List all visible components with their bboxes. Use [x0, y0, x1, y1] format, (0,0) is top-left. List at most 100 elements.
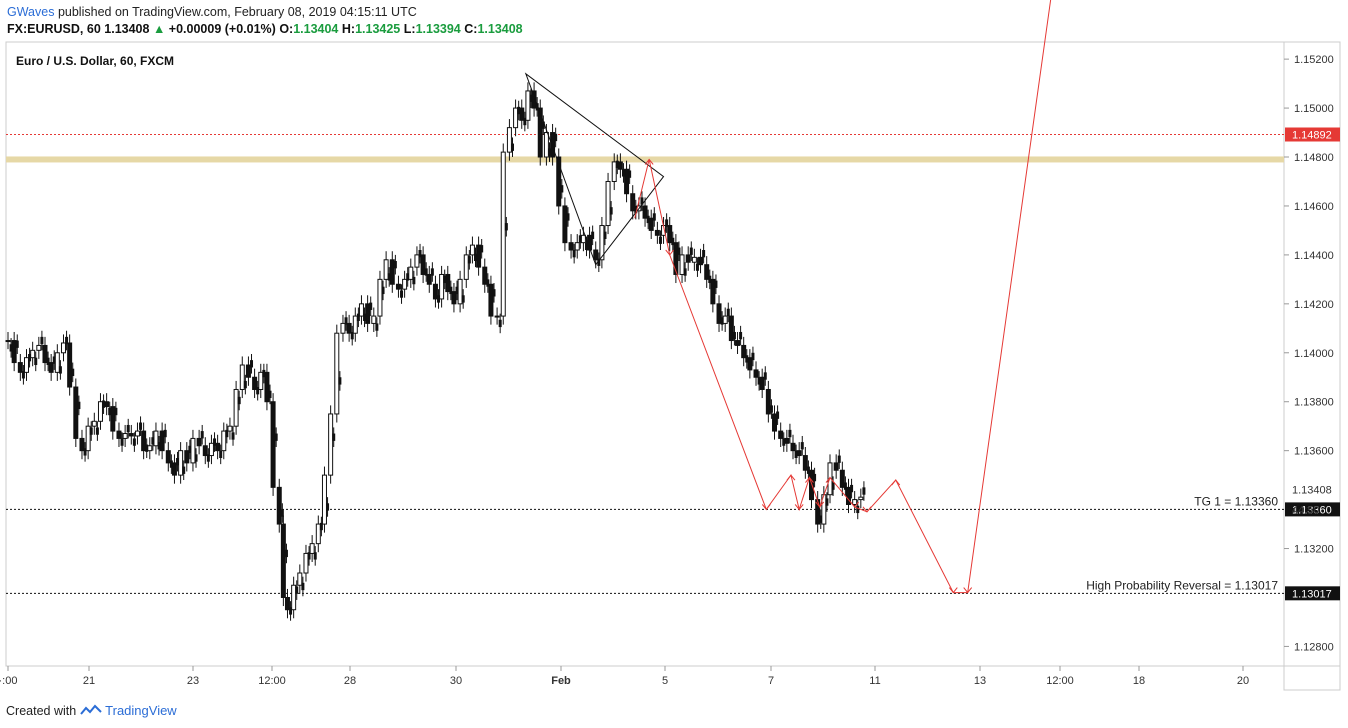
- candle-body: [387, 273, 391, 281]
- candle-body: [406, 273, 410, 281]
- x-tick-label: 28: [344, 675, 356, 687]
- candle-body: [219, 450, 223, 458]
- price-chart[interactable]: Euro / U.S. Dollar, 60, FXCM TG 1 = 1.13…: [0, 0, 1348, 700]
- candle-body: [790, 442, 796, 452]
- candle-body: [206, 454, 210, 462]
- candle-body: [147, 445, 153, 452]
- candle-body: [765, 388, 771, 415]
- candle-body: [488, 283, 494, 317]
- candle-body: [77, 401, 81, 410]
- forecast-arrowhead: [815, 501, 825, 508]
- candle-body: [313, 552, 317, 560]
- candle-body: [772, 413, 778, 432]
- candle-body: [850, 484, 854, 493]
- candle-body: [432, 283, 438, 300]
- price-axis[interactable]: 1.15200 1.15000 1.14800 1.14600 1.14400 1.142…: [1284, 54, 1334, 653]
- footer: Created with TradingView: [6, 703, 177, 718]
- candle-body: [165, 450, 171, 464]
- candle-body: [42, 344, 48, 364]
- candle-body: [402, 278, 408, 290]
- x-tick-label: Feb: [551, 675, 571, 687]
- candle-body: [95, 427, 99, 435]
- candle-body: [813, 473, 817, 482]
- candle-body: [153, 430, 159, 447]
- chart-title: Euro / U.S. Dollar, 60, FXCM: [16, 54, 174, 68]
- candle-body: [114, 407, 118, 416]
- resistance-band: [6, 156, 1284, 163]
- candle-body: [169, 460, 173, 468]
- candle-body: [722, 315, 728, 324]
- author-link[interactable]: GWaves: [7, 5, 55, 19]
- candle-body: [28, 354, 32, 362]
- candle-body: [500, 151, 506, 317]
- candle-body: [182, 466, 186, 474]
- candle-body: [328, 413, 334, 476]
- candle-body: [506, 127, 512, 153]
- candle-body: [30, 349, 36, 359]
- candle-body: [593, 249, 599, 261]
- candle-body: [389, 259, 395, 285]
- candle-body: [334, 332, 340, 415]
- candle-body: [494, 315, 500, 318]
- candle-body: [134, 430, 140, 437]
- candle-body: [578, 235, 582, 243]
- candle-body: [9, 344, 13, 352]
- candle-body: [34, 357, 38, 366]
- candle-body: [751, 352, 755, 361]
- y-tick-label: 1.14600: [1294, 201, 1334, 213]
- candle-body: [356, 313, 360, 321]
- forecast-arrowhead: [825, 476, 835, 483]
- candle-body: [599, 225, 605, 261]
- candle-body: [23, 357, 29, 373]
- candle-body: [418, 250, 422, 258]
- candle-body: [188, 445, 192, 454]
- tradingview-brand[interactable]: TradingView: [105, 703, 177, 718]
- candle-body: [280, 523, 286, 598]
- candle-body: [716, 303, 722, 324]
- candle-body: [580, 234, 586, 244]
- candle-body: [104, 401, 110, 408]
- candle-body: [451, 291, 457, 305]
- change-up-icon: ▲: [152, 22, 166, 36]
- candle-body: [852, 499, 858, 505]
- candle-body: [346, 322, 352, 334]
- time-axis[interactable]: ·:00 21 23 12:00 28 30 Feb 5 7 11 13 12:00 18 20: [0, 666, 1249, 687]
- candle-body: [519, 107, 525, 121]
- candle-body: [200, 431, 204, 439]
- created-with-text: Created with: [6, 704, 77, 718]
- candle-body: [430, 268, 434, 276]
- forecast-arrowhead: [786, 474, 796, 481]
- candle-body: [231, 432, 235, 440]
- tradingview-logo-icon: [79, 704, 105, 718]
- candle-body: [71, 368, 75, 377]
- candle-body: [541, 121, 545, 129]
- candle-body: [363, 313, 367, 321]
- tg1-axis-label-bg: [1285, 502, 1340, 517]
- candle-body: [116, 430, 122, 439]
- candle-body: [369, 302, 373, 310]
- tg1-axis-label: 1.13360: [1292, 504, 1332, 516]
- y-tick-label: 1.14400: [1294, 250, 1334, 262]
- candle-body: [788, 429, 792, 438]
- hpr-axis-label-bg: [1285, 586, 1340, 601]
- candle-body: [383, 259, 389, 280]
- symbol-label: FX:EURUSD, 60: [7, 22, 101, 36]
- candle-body: [839, 469, 845, 488]
- last-price: 1.13408: [104, 22, 150, 36]
- candle-body: [163, 429, 167, 438]
- candle-body: [463, 254, 469, 280]
- publish-line: GWaves published on TradingView.com, Feb…: [7, 5, 417, 19]
- candle-body: [634, 205, 638, 214]
- x-tick-label: 12:00: [258, 675, 286, 687]
- candle-body: [289, 607, 293, 615]
- candle-body: [611, 161, 617, 182]
- candle-body: [654, 229, 660, 236]
- ohlc-line: FX:EURUSD, 60 1.13408 ▲ +0.00009 (+0.01%…: [7, 22, 523, 36]
- candle-body: [184, 450, 190, 464]
- candle-body: [338, 377, 342, 385]
- candle-body: [221, 430, 227, 452]
- low-label: L:: [403, 22, 416, 36]
- candle-body: [190, 437, 196, 464]
- axis-price-labels: 1.14892 1.13360 1.13017 1.13408 44:50: [1285, 127, 1340, 601]
- candle-body: [630, 193, 636, 212]
